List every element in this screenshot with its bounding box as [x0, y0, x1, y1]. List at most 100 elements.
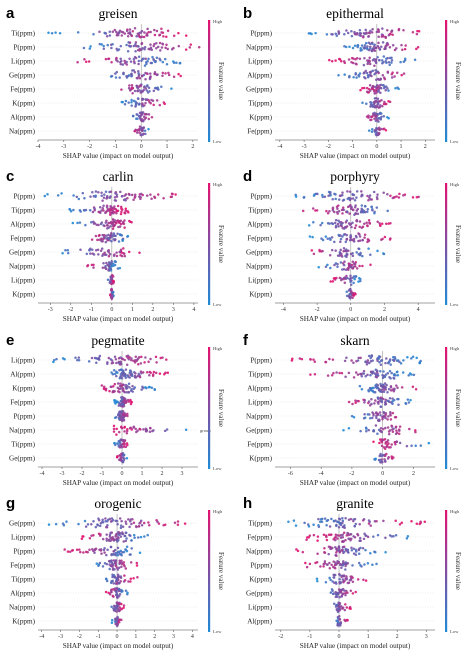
shap-point — [91, 248, 94, 251]
shap-point — [383, 385, 386, 388]
x-tick-label: 4 — [192, 307, 195, 313]
colorbar-low-label: Low — [450, 466, 459, 471]
colorbar-low-label: Low — [213, 302, 222, 307]
shap-point — [363, 57, 366, 60]
shap-point — [354, 234, 358, 238]
shap-point — [375, 416, 378, 420]
shap-point — [148, 523, 151, 527]
shap-point — [345, 225, 349, 228]
shap-point — [147, 521, 150, 524]
beeswarm-kppm — [365, 111, 390, 123]
x-tick-label: 0 — [338, 634, 341, 640]
shap-point — [378, 224, 382, 227]
shap-point — [113, 260, 117, 263]
shap-point — [97, 564, 100, 568]
shap-point — [116, 568, 120, 571]
shap-point — [161, 31, 165, 35]
shap-point — [399, 60, 402, 64]
shap-point — [371, 208, 374, 212]
shap-point — [43, 194, 47, 198]
shap-point — [163, 57, 167, 61]
shap-point — [149, 357, 152, 361]
shap-point — [68, 550, 72, 553]
shap-point — [118, 76, 121, 79]
x-tick-label: 0 — [381, 471, 384, 477]
shap-point — [326, 518, 330, 522]
shap-point — [388, 534, 392, 537]
shap-point — [322, 533, 326, 537]
shap-point — [361, 254, 364, 258]
shap-point — [355, 76, 358, 79]
shap-point — [110, 605, 113, 608]
shap-point — [124, 531, 128, 534]
x-tick-label: -4 — [319, 471, 324, 477]
shap-point — [147, 360, 150, 364]
shap-point — [128, 519, 132, 523]
shap-point — [329, 591, 333, 594]
shap-point — [122, 390, 126, 393]
shap-point — [358, 264, 361, 268]
shap-point — [335, 371, 338, 374]
shap-point — [348, 212, 351, 215]
panel-letter: d — [243, 168, 252, 185]
shap-point — [115, 622, 119, 625]
shap-point — [380, 35, 384, 38]
shap-point — [375, 520, 378, 523]
shap-point — [328, 222, 331, 225]
shap-point — [125, 431, 129, 435]
feature-label: Ge(ppm) — [9, 248, 36, 256]
shap-point — [147, 113, 151, 116]
shap-point — [296, 549, 300, 553]
shap-point — [381, 453, 385, 457]
shap-point — [323, 195, 327, 199]
shap-point — [358, 220, 362, 223]
beeswarm-pppm — [294, 190, 420, 202]
shap-point — [364, 28, 367, 32]
shap-point — [151, 55, 154, 59]
shap-point — [342, 531, 346, 534]
shap-point — [139, 519, 143, 522]
beeswarm-lippm — [106, 274, 115, 286]
x-tick-label: 0 — [375, 144, 378, 150]
shap-point — [351, 276, 354, 280]
shap-point — [138, 551, 142, 555]
colorbar — [208, 20, 211, 142]
feature-label: Fe(ppm) — [10, 234, 35, 242]
shap-point — [123, 534, 127, 538]
shap-point — [103, 546, 106, 550]
shap-point — [123, 226, 126, 229]
shap-point — [371, 563, 374, 567]
beeswarm-feppm — [372, 437, 431, 451]
shap-point — [119, 445, 123, 448]
shap-point — [122, 371, 126, 374]
x-tick-label: 2 — [396, 634, 399, 640]
shap-point — [381, 438, 384, 442]
feature-label: Al(ppm) — [247, 220, 272, 228]
shap-point — [119, 438, 123, 442]
shap-point — [355, 359, 358, 363]
shap-point — [373, 43, 376, 46]
shap-point — [343, 608, 347, 612]
shap-point — [333, 210, 336, 214]
shap-point — [145, 61, 148, 64]
shap-point — [127, 518, 130, 521]
shap-point — [77, 197, 81, 201]
shap-point — [328, 58, 331, 62]
shap-point — [130, 373, 134, 377]
shap-point — [390, 76, 394, 79]
shap-point — [368, 417, 372, 420]
colorbar-title: Feature value — [454, 62, 462, 100]
shap-point — [155, 56, 159, 59]
x-axis-label: SHAP value (impact on model output) — [63, 315, 174, 323]
shap-point — [111, 218, 115, 222]
shap-point — [156, 45, 160, 49]
shap-point — [60, 192, 63, 195]
shap-point — [336, 560, 339, 563]
shap-point — [327, 194, 330, 198]
shap-point — [112, 588, 115, 591]
shap-point — [396, 370, 399, 373]
shap-point — [302, 195, 306, 199]
shap-point — [373, 49, 377, 53]
shap-point — [146, 27, 149, 31]
beeswarm-kppm — [120, 97, 166, 108]
